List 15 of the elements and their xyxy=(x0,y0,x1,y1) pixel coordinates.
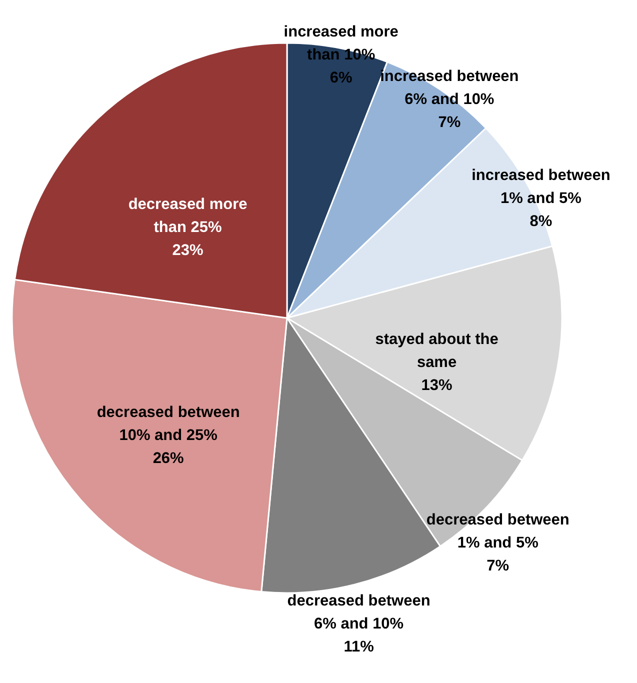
slice-label: increased between 6% and 10% xyxy=(380,68,519,108)
data-label: 7% xyxy=(438,114,461,131)
slice-label: decreased more than 25% xyxy=(128,196,248,236)
slice-label: increased between 1% and 5% xyxy=(472,166,610,207)
slice-label: decreased between 6% and 10% xyxy=(287,592,430,633)
slice-label: decreased between 1% and 5% xyxy=(426,511,570,552)
data-label: 26% xyxy=(152,450,184,467)
slice-label: stayed about the same xyxy=(375,331,499,372)
data-label: 11% xyxy=(344,638,374,656)
slice-label: decreased between 10% and 25% xyxy=(96,404,240,444)
data-label: 8% xyxy=(530,212,552,230)
data-label: 6% xyxy=(330,70,353,87)
data-label: 13% xyxy=(421,377,452,394)
data-label: 7% xyxy=(486,557,510,574)
data-label: 23% xyxy=(172,242,204,259)
